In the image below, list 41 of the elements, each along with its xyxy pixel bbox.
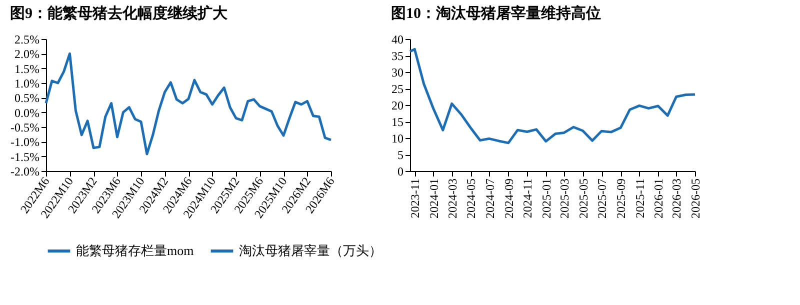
x-tick-label: 2023-11 bbox=[408, 178, 422, 218]
y-tick-label: 0 bbox=[398, 164, 404, 178]
y-tick-label: 5 bbox=[398, 148, 404, 162]
legend-label: 能繁母猪存栏量mom bbox=[76, 243, 194, 258]
x-tick-label: 2024-05 bbox=[464, 178, 478, 218]
x-tick-label: 2024-03 bbox=[445, 178, 460, 218]
y-tick-label: -1.5% bbox=[10, 150, 40, 164]
y-tick-label: 20 bbox=[392, 98, 404, 112]
chart-title: 图9：能繁母猪去化幅度继续扩大 bbox=[10, 4, 229, 22]
x-tick-label: 2026-01 bbox=[652, 178, 666, 218]
line-series bbox=[44, 52, 332, 156]
y-tick-label: 30 bbox=[392, 66, 404, 80]
y-tick-label: 1.0% bbox=[14, 76, 40, 90]
x-tick-label: 2025-03 bbox=[558, 178, 572, 218]
y-tick-label: -1.0% bbox=[10, 135, 40, 150]
line-series bbox=[408, 48, 696, 144]
y-tick-label: 10 bbox=[392, 132, 404, 146]
y-tick-label: -0.5% bbox=[10, 120, 40, 134]
x-tick-label: 2024-01 bbox=[426, 178, 441, 218]
y-tick-label: 35 bbox=[392, 49, 404, 63]
y-tick-label: 1.5% bbox=[14, 62, 40, 76]
y-tick-label: 0.5% bbox=[14, 91, 40, 106]
y-tick-label: 0.0% bbox=[14, 106, 40, 120]
x-tick-label: 2026-03 bbox=[670, 178, 684, 218]
x-tick-label: 2025-05 bbox=[576, 178, 590, 218]
x-tick-label: 2024-09 bbox=[502, 178, 516, 218]
y-tick-label: 2.5% bbox=[14, 32, 40, 46]
y-tick-label: 25 bbox=[392, 82, 404, 96]
y-tick-label: 2.0% bbox=[14, 47, 40, 62]
legend-label: 淘汰母猪屠宰量（万头） bbox=[239, 243, 382, 258]
x-tick-label: 2025-01 bbox=[539, 178, 554, 218]
x-tick-label: 2026-05 bbox=[688, 178, 702, 218]
y-tick-label: 15 bbox=[392, 115, 404, 129]
x-tick-label: 2025-09 bbox=[614, 178, 628, 218]
chart-title: 图10：淘汰母猪屠宰量维持高位 bbox=[391, 4, 601, 22]
x-tick-label: 2024-07 bbox=[482, 178, 497, 218]
x-tick-label: 2025-11 bbox=[632, 178, 647, 218]
x-tick-label: 2024-11 bbox=[520, 178, 535, 218]
y-tick-label: -2.0% bbox=[10, 164, 40, 178]
x-tick-label: 2025-07 bbox=[595, 178, 610, 218]
y-tick-label: 40 bbox=[392, 32, 404, 46]
